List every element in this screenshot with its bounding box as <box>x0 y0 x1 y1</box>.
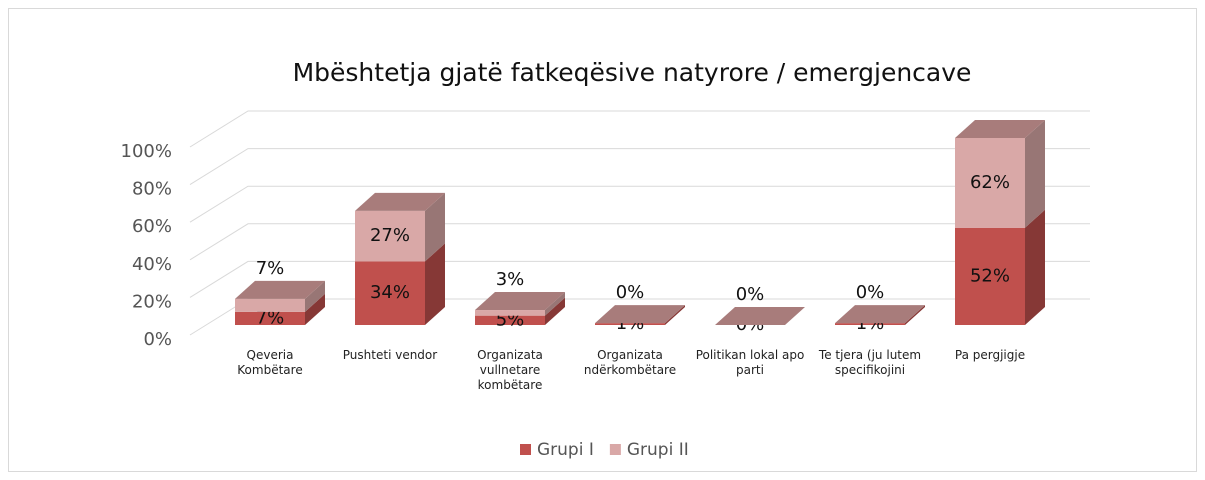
x-tick-label: Pushteti vendor <box>342 348 438 362</box>
bar-top <box>955 120 1045 138</box>
bar-front <box>475 315 545 325</box>
data-label: 0% <box>856 282 885 303</box>
bar-front <box>235 298 305 312</box>
y-tick-label: 0% <box>143 329 172 350</box>
grid-line <box>189 148 1090 186</box>
y-tick-label: 40% <box>132 254 172 275</box>
y-tick-label: 60% <box>132 216 172 237</box>
data-label: 3% <box>496 269 525 290</box>
bar-side <box>1025 120 1045 228</box>
legend-label: Grupi I <box>537 440 594 460</box>
bar-front <box>595 323 665 325</box>
legend-swatch <box>609 444 621 455</box>
bar-front <box>835 323 905 325</box>
grid-line <box>189 185 1090 223</box>
bar-top <box>235 280 325 299</box>
data-label: 52% <box>970 265 1010 286</box>
x-tick-label: Politikan lokal apo parti <box>695 348 805 377</box>
bar-side <box>425 243 445 325</box>
y-tick-label: 100% <box>121 141 172 162</box>
chart-title: Mbështetja gjatë fatkeqësive natyrore / … <box>293 58 972 87</box>
bar-front <box>955 138 1025 228</box>
y-tick-label: 20% <box>132 291 172 312</box>
data-label: 34% <box>370 282 410 303</box>
data-label: 62% <box>970 172 1010 193</box>
data-label: 0% <box>616 282 645 303</box>
bar-front <box>475 310 545 316</box>
bar-side <box>1025 209 1045 325</box>
y-tick-label: 80% <box>132 179 172 200</box>
legend-swatch <box>520 444 531 455</box>
x-tick-label: Qeveria Kombëtare <box>237 348 303 377</box>
bar-front <box>355 261 425 325</box>
bar-side <box>545 292 565 316</box>
legend-label: Grupi II <box>627 440 689 460</box>
x-tick-label: Organizata vullnetare kombëtare <box>477 348 543 392</box>
bar-top <box>355 192 445 211</box>
bar-side <box>305 293 325 325</box>
data-label: 7% <box>256 307 285 328</box>
bar-side <box>665 305 685 325</box>
x-tick-label: Te tjera (ju lutem specifikojini <box>818 348 922 377</box>
bar-top <box>715 307 805 325</box>
x-tick-label: Pa pergjigje <box>954 348 1026 362</box>
x-tick-label: Organizata ndërkombëtare <box>583 348 677 377</box>
bar-side <box>305 280 325 312</box>
data-label: 7% <box>256 258 285 279</box>
bar-front <box>235 311 305 325</box>
bar-side <box>545 297 565 325</box>
bar-top <box>475 292 565 311</box>
bar-side <box>425 192 445 262</box>
data-label: 27% <box>370 225 410 246</box>
bar-side <box>905 305 925 325</box>
grid-line <box>189 110 1090 148</box>
bar-top <box>595 305 685 324</box>
grid-line <box>189 260 1090 298</box>
bar-front <box>355 210 425 262</box>
grid-line <box>189 223 1090 261</box>
bar-front <box>955 227 1025 325</box>
data-label: 0% <box>736 284 765 305</box>
bar-top <box>835 305 925 324</box>
